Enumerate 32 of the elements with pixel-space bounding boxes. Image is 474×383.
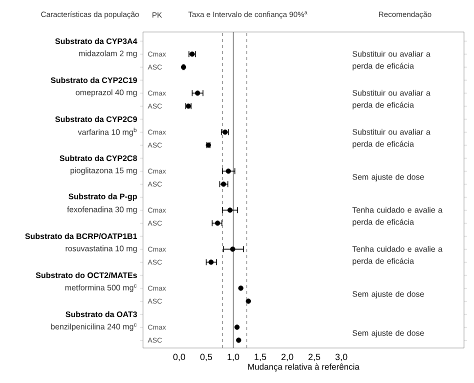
annotation: Sem ajuste de dose [352, 290, 424, 298]
text: fexofenadina 30 mg [67, 206, 137, 214]
annotation: Tenha cuidado e avalie a perda de eficácia [352, 206, 442, 226]
x-tick-label: 1,5 [254, 354, 266, 362]
text: varfarina 10 mg$^{b}$ [78, 128, 137, 137]
x-axis-title: Mudança relativa à referência [248, 363, 360, 372]
annotation: Substituir ou avaliar a perda de eficácia [352, 50, 430, 70]
x-tick-label: 2,0 [281, 354, 294, 362]
text: pioglitazona 15 mg [70, 167, 137, 175]
annotation: Sem ajuste de dose [352, 330, 424, 338]
x-tick-label: 1,0 [228, 354, 240, 362]
x-tick-label: 0,5 [200, 354, 212, 362]
text: benzilpenicilina 240 mg$^{c}$ [51, 323, 137, 332]
annotation: Substituir ou avaliar a perda de eficácia [352, 128, 430, 148]
annotation: Substituir ou avaliar a perda de eficácia [352, 90, 430, 110]
text: Substrato do OCT2/MATEs [36, 272, 137, 278]
text: Substrato da OAT3 [66, 311, 137, 318]
text: Substrato da CYP3A4 [55, 38, 138, 44]
text: Substrato da P-gp [68, 193, 137, 201]
text: omeprazol 40 mg [76, 89, 137, 97]
text: Subtrato da CYP2C8 [60, 155, 138, 162]
text: Substrato da CYP2C19 [50, 77, 137, 84]
x-tick-label: 0,0 [173, 354, 186, 362]
text: Substrato da CYP2C9 [55, 116, 137, 122]
text: rosuvastatina 10 mg [66, 245, 137, 253]
text: metformina 500 mg$^{c}$ [65, 284, 137, 292]
x-tick-label: 2,5 [308, 354, 320, 362]
x-tick-label: 3,0 [335, 354, 348, 362]
annotation: Sem ajuste de dose [352, 174, 424, 182]
text: Substrato da BCRP/OATP1B1 [25, 233, 138, 240]
text: midazolam 2 mg [79, 50, 137, 58]
annotation: Tenha cuidado e avalie a perda de eficácia [352, 246, 442, 266]
